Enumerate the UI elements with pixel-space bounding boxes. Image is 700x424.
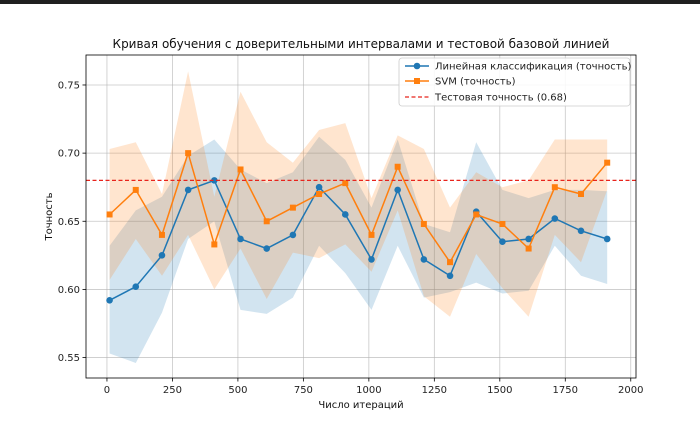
data-point-svm	[578, 191, 584, 198]
data-point-svm	[289, 204, 296, 211]
data-point-linear	[132, 283, 140, 290]
data-point-svm	[158, 231, 165, 238]
data-point-linear	[368, 256, 375, 263]
legend: Линейная классификация (точность) SVM (т…	[398, 57, 631, 107]
x-tick-label: 500	[228, 385, 247, 396]
data-point-linear	[289, 231, 297, 239]
series-lines	[106, 150, 611, 304]
x-tick-label: 1000	[356, 385, 381, 396]
confidence-band-linear	[109, 136, 608, 363]
legend-label-baseline: Тестовая точность (0.68)	[434, 93, 567, 104]
x-tick-label: 2000	[618, 385, 643, 396]
x-tick-label: 250	[163, 385, 182, 396]
data-point-svm	[420, 220, 427, 227]
x-tick-label: 750	[294, 385, 313, 396]
data-point-svm	[604, 159, 611, 166]
confidence-bands	[109, 71, 608, 363]
data-point-linear	[499, 238, 506, 246]
legend-box	[398, 57, 631, 107]
data-point-linear	[577, 227, 585, 235]
series-line-linear	[109, 179, 608, 301]
data-point-svm	[342, 180, 349, 187]
legend-label-linear: Линейная классификация (точность)	[435, 62, 631, 73]
data-point-linear	[106, 297, 113, 304]
y-tick-label: 0.70	[58, 149, 80, 160]
data-point-linear	[237, 235, 244, 243]
data-point-linear	[446, 272, 454, 280]
data-point-svm	[368, 231, 375, 238]
x-tick-label: 1750	[553, 385, 578, 396]
data-point-linear	[551, 215, 559, 222]
data-point-linear	[315, 183, 323, 191]
data-point-linear	[394, 186, 401, 194]
y-axis-ticks: 0.55 0.60 0.65 0.70 0.75	[58, 80, 86, 364]
data-point-svm	[525, 245, 532, 252]
window-top-bar	[0, 0, 700, 4]
data-point-linear	[603, 235, 611, 243]
data-point-linear	[525, 235, 532, 243]
data-point-svm	[237, 166, 244, 173]
data-point-linear	[184, 186, 192, 194]
series-line-svm	[109, 150, 608, 264]
legend-label-svm: SVM (точность)	[435, 77, 516, 88]
data-point-svm	[316, 191, 323, 198]
data-point-linear	[211, 177, 218, 184]
data-point-svm	[499, 220, 506, 227]
x-tick-label: 1250	[422, 385, 447, 396]
confidence-band-svm	[109, 71, 608, 317]
data-point-linear	[420, 256, 428, 263]
y-axis-title: Точность	[44, 192, 55, 241]
data-point-svm	[132, 186, 139, 193]
y-tick-label: 0.75	[58, 80, 80, 91]
x-tick-label: 1500	[487, 385, 512, 396]
y-tick-label: 0.65	[58, 217, 80, 228]
data-point-linear	[341, 211, 349, 218]
data-point-svm	[106, 211, 113, 218]
plot-area-frame	[85, 54, 637, 379]
x-axis-ticks: 0 250 500 750 1000 1250 1500 1750 2000	[104, 378, 643, 396]
legend-marker-linear	[413, 62, 421, 70]
x-tick-label: 0	[104, 385, 110, 396]
data-point-svm	[185, 150, 192, 157]
data-point-svm	[473, 211, 480, 218]
data-point-svm	[211, 241, 218, 248]
data-point-svm	[551, 184, 558, 191]
y-tick-label: 0.55	[58, 353, 80, 364]
data-point-linear	[158, 252, 166, 259]
x-axis-title: Число итераций	[318, 400, 403, 411]
data-point-linear	[263, 245, 271, 252]
data-point-svm	[394, 163, 401, 170]
chart-title: Кривая обучения с доверительными интерва…	[113, 37, 610, 51]
data-point-svm	[263, 218, 270, 225]
legend-marker-svm	[414, 78, 420, 84]
y-tick-label: 0.60	[58, 285, 80, 296]
grid-lines	[86, 55, 636, 378]
data-point-svm	[447, 259, 454, 266]
